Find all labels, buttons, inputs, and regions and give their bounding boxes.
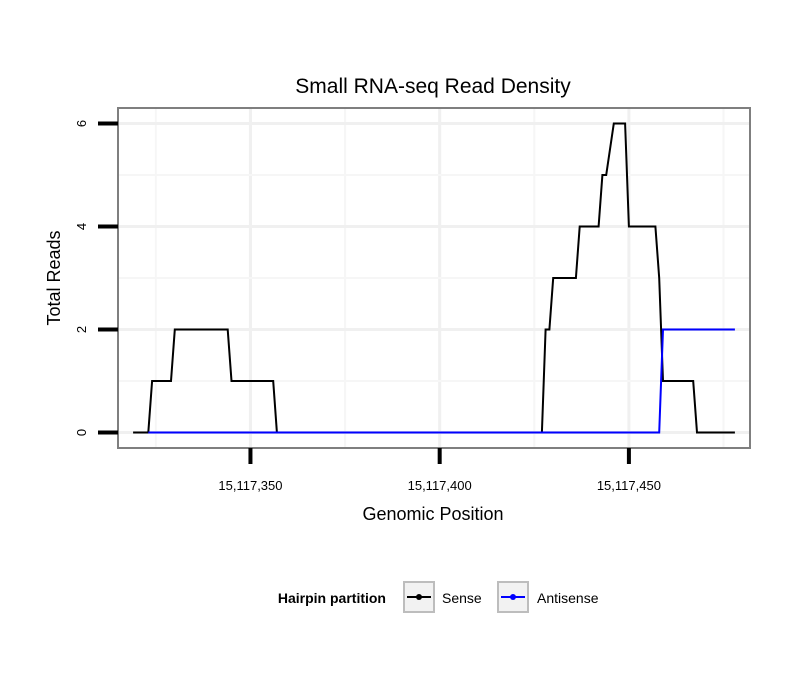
series-line-sense [133,122,735,434]
y-tick-label: 6 [74,120,89,127]
series-line-antisense [148,328,735,434]
legend-title: Hairpin partition [278,590,386,606]
axes: 15,117,350 15,117,400 15,117,450 0 2 4 6 [74,120,661,493]
legend-label-antisense: Antisense [537,590,599,606]
grid [118,108,750,448]
chart-title: Small RNA-seq Read Density [295,75,571,98]
x-axis-title: Genomic Position [362,504,503,524]
y-tick-label: 0 [74,429,89,436]
y-tick-label: 2 [74,326,89,333]
y-tick-label: 4 [74,223,89,230]
y-axis-title: Total Reads [44,230,64,325]
legend-label-sense: Sense [442,590,482,606]
x-tick-label: 15,117,350 [218,478,282,493]
series-lines [133,122,735,434]
plot-panel-border [117,107,751,449]
x-tick-label: 15,117,400 [408,478,472,493]
legend-point-sense [416,594,422,600]
legend: Hairpin partition Sense Antisense [278,581,599,613]
legend-point-antisense [510,594,516,600]
x-tick-label: 15,117,450 [597,478,661,493]
